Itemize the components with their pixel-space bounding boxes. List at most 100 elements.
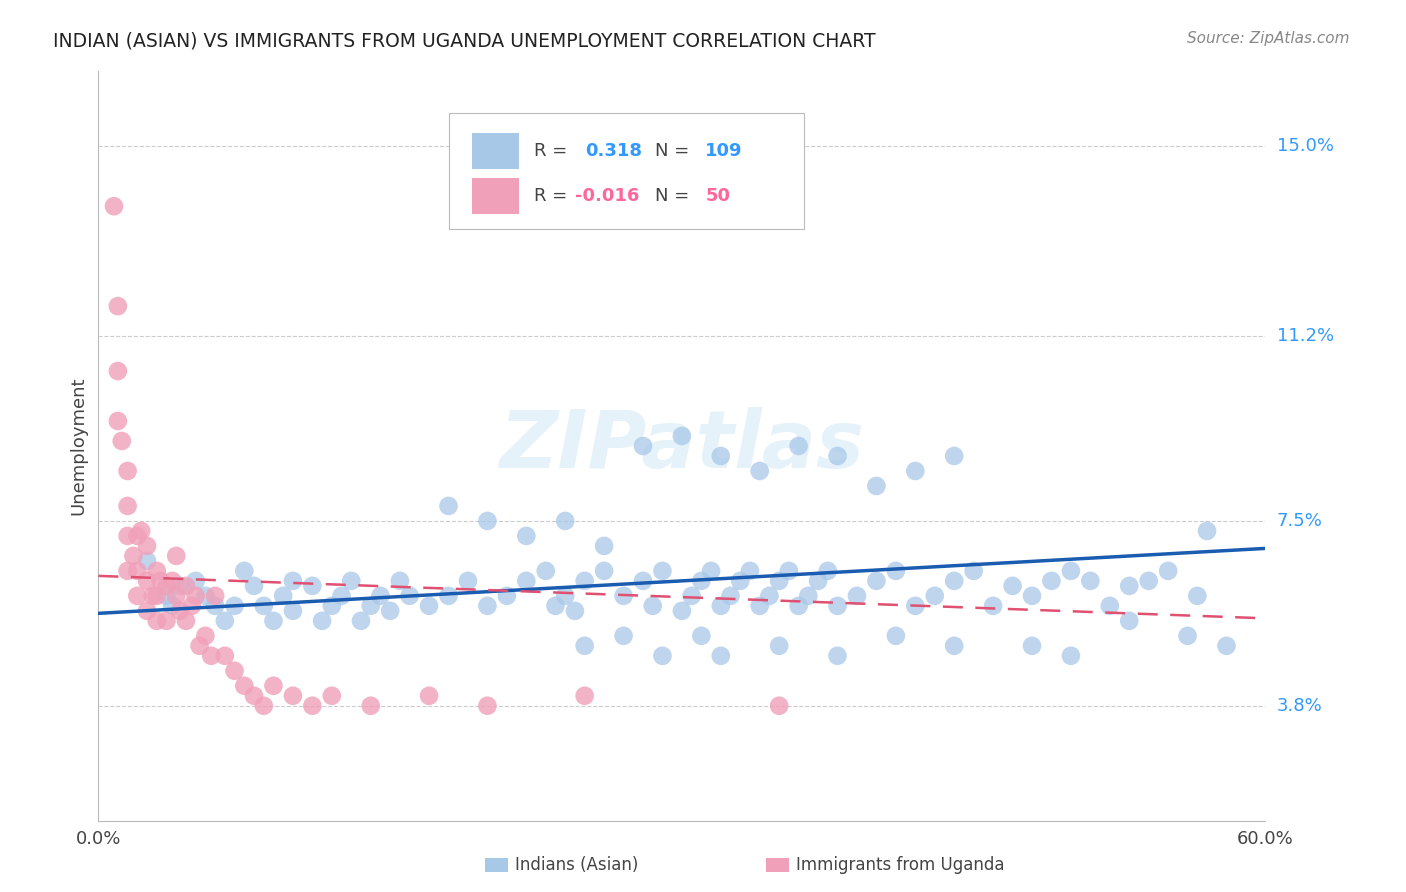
Point	[184, 574, 207, 588]
Point	[797, 589, 820, 603]
Bar	[472, 178, 519, 214]
Point	[149, 574, 172, 588]
Point	[200, 648, 222, 663]
Point	[370, 589, 392, 603]
Text: N =: N =	[655, 186, 689, 205]
Point	[1060, 564, 1083, 578]
Point	[233, 679, 256, 693]
Point	[162, 574, 184, 588]
Point	[1021, 639, 1043, 653]
Point	[107, 299, 129, 313]
Point	[720, 589, 742, 603]
Point	[398, 589, 420, 603]
Point	[155, 589, 177, 603]
Point	[515, 529, 537, 543]
Point	[107, 414, 129, 428]
Point	[477, 514, 499, 528]
Point	[574, 574, 596, 588]
Text: INDIAN (ASIAN) VS IMMIGRANTS FROM UGANDA UNEMPLOYMENT CORRELATION CHART: INDIAN (ASIAN) VS IMMIGRANTS FROM UGANDA…	[53, 31, 876, 50]
Point	[1118, 579, 1140, 593]
Text: Source: ZipAtlas.com: Source: ZipAtlas.com	[1187, 31, 1350, 46]
Point	[169, 604, 191, 618]
Point	[117, 529, 139, 543]
Point	[224, 599, 246, 613]
Point	[477, 698, 499, 713]
Text: 0.318: 0.318	[585, 142, 643, 160]
Point	[631, 439, 654, 453]
Point	[184, 589, 207, 603]
Point	[574, 639, 596, 653]
Point	[787, 439, 810, 453]
Point	[700, 564, 723, 578]
Text: 15.0%: 15.0%	[1277, 137, 1333, 155]
Point	[671, 604, 693, 618]
Point	[1098, 599, 1121, 613]
Point	[127, 564, 149, 578]
Point	[641, 599, 664, 613]
Point	[146, 564, 169, 578]
Point	[1060, 648, 1083, 663]
Point	[360, 698, 382, 713]
Point	[321, 689, 343, 703]
Point	[477, 599, 499, 613]
Point	[155, 579, 177, 593]
Point	[710, 449, 733, 463]
Text: R =: R =	[534, 142, 567, 160]
Point	[690, 629, 713, 643]
Point	[534, 564, 557, 578]
Point	[262, 614, 284, 628]
Point	[169, 579, 191, 593]
Point	[962, 564, 984, 578]
Text: ZIPatlas: ZIPatlas	[499, 407, 865, 485]
Text: Indians (Asian): Indians (Asian)	[515, 856, 638, 874]
Text: N =: N =	[655, 142, 689, 160]
Point	[651, 648, 673, 663]
Point	[593, 539, 616, 553]
Point	[103, 199, 125, 213]
Point	[613, 589, 636, 603]
Point	[924, 589, 946, 603]
Point	[671, 429, 693, 443]
Point	[214, 614, 236, 628]
Point	[1080, 574, 1102, 588]
Text: 7.5%: 7.5%	[1277, 512, 1323, 530]
Point	[768, 698, 790, 713]
Point	[281, 689, 304, 703]
Point	[690, 574, 713, 588]
Point	[496, 589, 519, 603]
Point	[515, 574, 537, 588]
Y-axis label: Unemployment: Unemployment	[69, 376, 87, 516]
Point	[574, 689, 596, 703]
Point	[136, 574, 159, 588]
Point	[748, 464, 770, 478]
Point	[311, 614, 333, 628]
Point	[437, 499, 460, 513]
Bar	[472, 133, 519, 169]
Point	[865, 574, 887, 588]
Point	[301, 579, 323, 593]
Point	[1118, 614, 1140, 628]
Point	[111, 434, 134, 448]
Point	[827, 648, 849, 663]
Point	[281, 574, 304, 588]
Point	[117, 464, 139, 478]
Point	[107, 364, 129, 378]
Point	[807, 574, 830, 588]
Point	[165, 589, 187, 603]
Point	[1215, 639, 1237, 653]
Point	[388, 574, 411, 588]
Point	[787, 599, 810, 613]
Point	[117, 499, 139, 513]
Point	[613, 629, 636, 643]
Point	[904, 599, 927, 613]
FancyBboxPatch shape	[449, 112, 804, 228]
Point	[253, 698, 276, 713]
Point	[117, 564, 139, 578]
Point	[593, 564, 616, 578]
Point	[1001, 579, 1024, 593]
Point	[380, 604, 402, 618]
Point	[174, 579, 197, 593]
Point	[710, 648, 733, 663]
Text: 3.8%: 3.8%	[1277, 697, 1322, 714]
Point	[817, 564, 839, 578]
